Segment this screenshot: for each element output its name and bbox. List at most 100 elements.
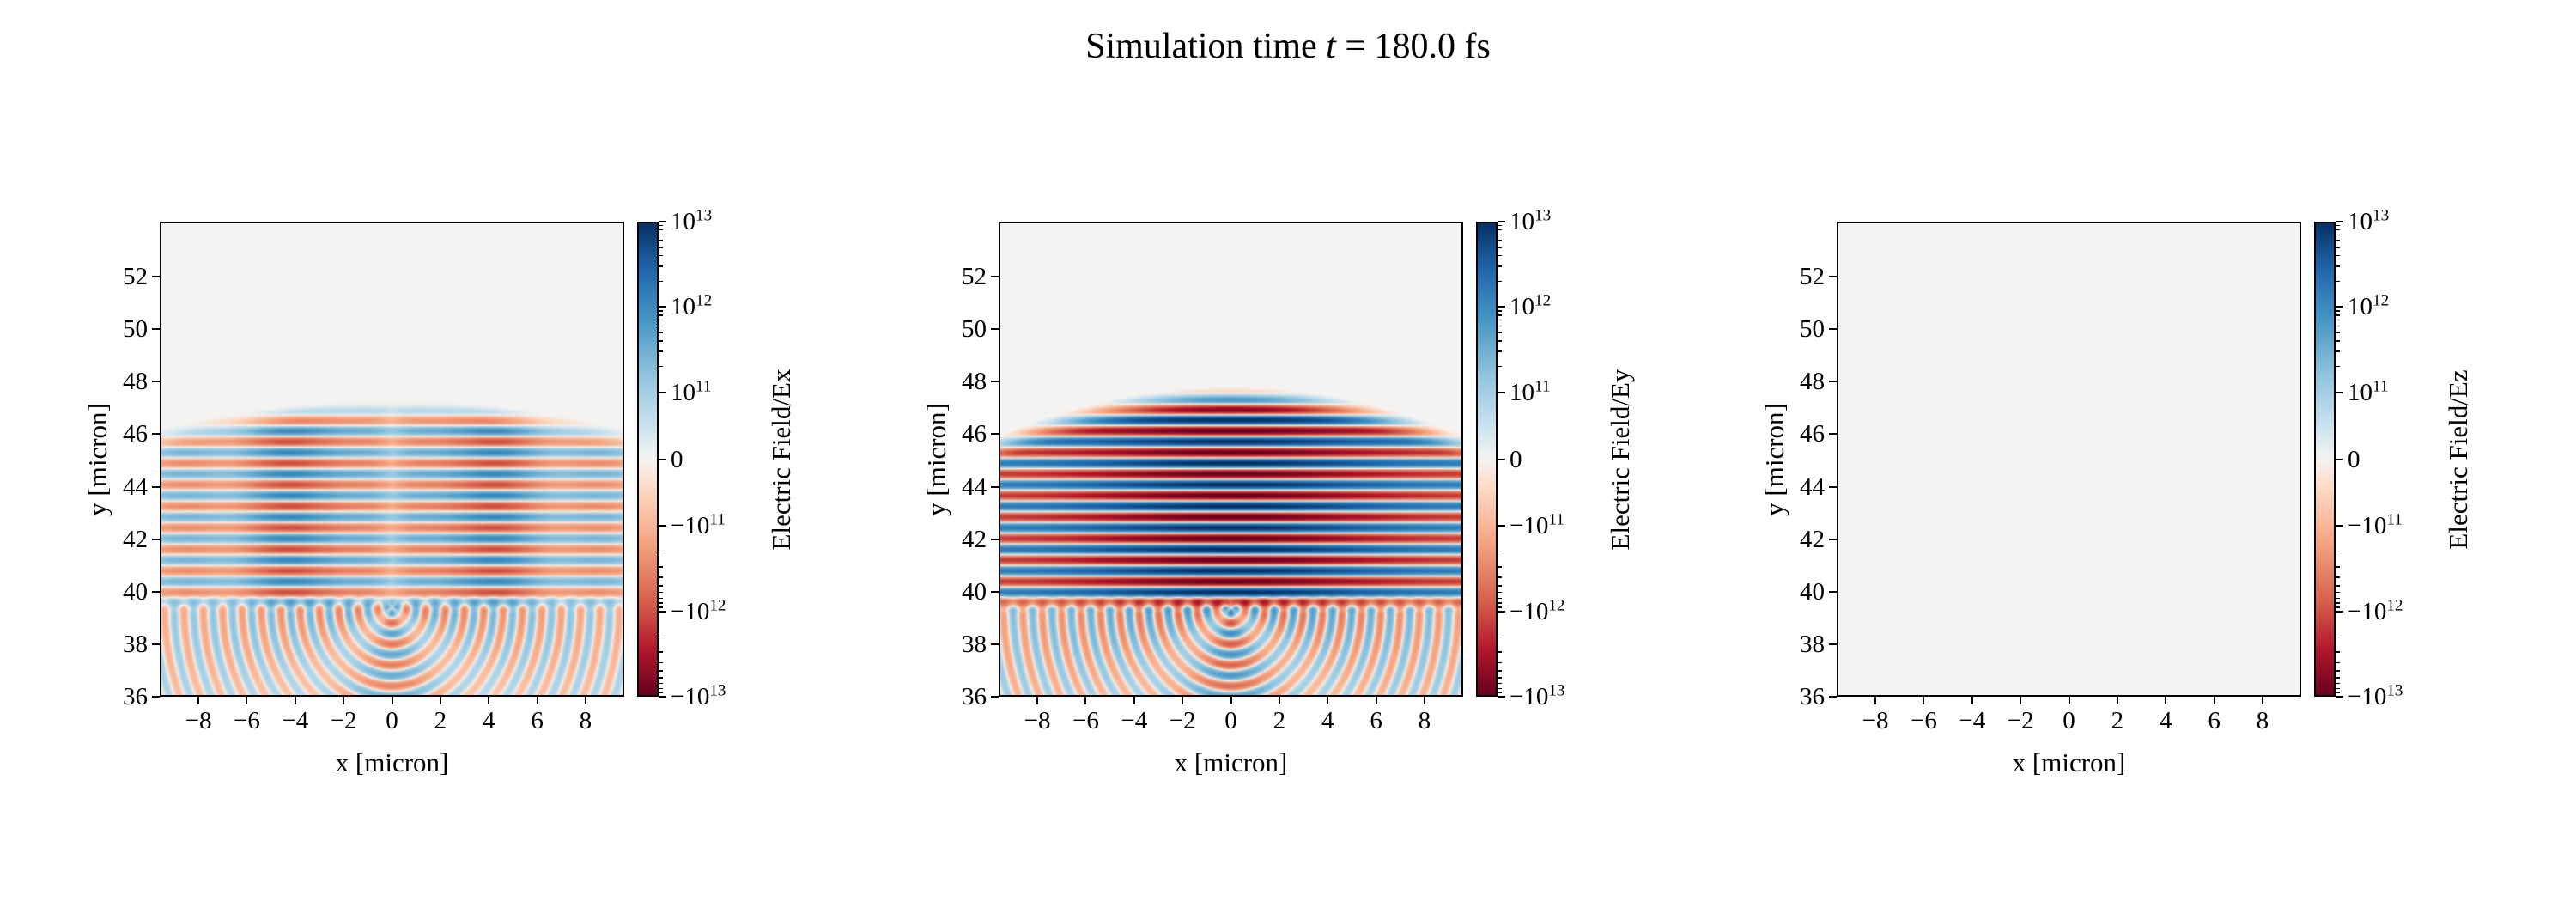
colorbar-minor-tick xyxy=(2336,240,2340,241)
colorbar-minor-tick xyxy=(659,280,663,283)
colorbar-tick xyxy=(659,696,666,698)
x-tick xyxy=(1278,697,1280,704)
colorbar-minor-tick xyxy=(659,661,663,664)
colorbar-minor-tick xyxy=(2336,597,2340,600)
colorbar-minor-tick xyxy=(659,310,663,312)
colorbar-minor-tick xyxy=(659,340,663,342)
colorbar-tick-label: −1013 xyxy=(671,681,726,710)
colorbar-minor-tick xyxy=(2336,602,2340,604)
colorbar-tick-label: 1012 xyxy=(2348,291,2390,321)
y-tick-label: 46 xyxy=(962,420,987,448)
title-variable: t xyxy=(1326,27,1336,66)
y-tick xyxy=(991,538,999,540)
colorbar-minor-tick xyxy=(659,332,663,333)
y-tick-label: 42 xyxy=(962,525,987,553)
colorbar-minor-tick xyxy=(659,597,663,600)
y-tick-label: 46 xyxy=(1800,420,1825,448)
y-tick xyxy=(152,696,160,698)
colorbar-minor-tick xyxy=(2336,682,2340,685)
x-axis-label: x [micron] xyxy=(2012,747,2126,777)
x-tick-label: −8 xyxy=(1024,707,1051,734)
x-tick-label: 8 xyxy=(2256,707,2269,734)
colorbar-minor-tick xyxy=(659,224,663,227)
colorbar-minor-tick xyxy=(2336,224,2340,227)
colorbar-minor-tick xyxy=(659,325,663,327)
x-tick-label: −4 xyxy=(282,707,309,734)
colorbar-tick xyxy=(2336,525,2343,527)
colorbar-minor-tick xyxy=(1498,247,1502,248)
heatmap-ex xyxy=(160,222,624,697)
colorbar-minor-tick xyxy=(1498,224,1502,227)
x-tick-label: 6 xyxy=(1370,707,1382,734)
colorbar-minor-tick xyxy=(659,576,663,578)
colorbar-minor-tick xyxy=(659,265,663,267)
colorbar-tick xyxy=(2336,696,2343,698)
colorbar-tick-label: 1011 xyxy=(2348,376,2389,406)
colorbar-tick-label: 1013 xyxy=(2348,206,2390,235)
y-tick xyxy=(1829,643,1837,645)
colorbar-minor-tick xyxy=(2336,687,2340,690)
colorbar-minor-tick xyxy=(1498,597,1502,600)
x-tick xyxy=(1971,697,1973,704)
colorbar-tick xyxy=(659,458,666,460)
colorbar-minor-tick xyxy=(659,606,663,608)
colorbar-minor-tick xyxy=(1498,636,1502,638)
x-tick xyxy=(1375,697,1377,704)
x-tick xyxy=(1230,697,1232,704)
colorbar-ez xyxy=(2314,222,2336,697)
x-tick xyxy=(343,697,345,704)
x-tick xyxy=(2213,697,2215,704)
colorbar-label: Electric Field/Ey xyxy=(1605,369,1635,550)
x-tick-label: −6 xyxy=(234,707,260,734)
colorbar-minor-tick xyxy=(2336,551,2340,553)
y-tick-label: 36 xyxy=(962,683,987,710)
y-tick xyxy=(991,590,999,593)
colorbar-minor-tick xyxy=(1498,325,1502,327)
panel-ey: x [micron] y [micron] Electric Field/Ey … xyxy=(921,207,1635,777)
y-tick xyxy=(991,328,999,331)
y-tick-label: 44 xyxy=(1800,472,1825,501)
heatmap-ez xyxy=(1837,222,2301,697)
colorbar-minor-tick xyxy=(659,365,663,368)
x-tick xyxy=(1182,697,1184,704)
y-tick-label: 46 xyxy=(123,420,148,448)
colorbar-tick xyxy=(1498,525,1505,527)
colorbar-minor-tick xyxy=(659,651,663,653)
title-prefix: Simulation time xyxy=(1085,27,1327,66)
y-tick xyxy=(1829,276,1837,278)
x-tick xyxy=(1874,697,1877,704)
colorbar-tick xyxy=(2336,458,2343,460)
heatmap-ey xyxy=(999,222,1463,697)
colorbar-minor-tick xyxy=(1498,591,1502,594)
y-tick-label: 40 xyxy=(123,577,148,606)
colorbar-minor-tick xyxy=(659,314,663,316)
x-tick xyxy=(1036,697,1039,704)
x-tick xyxy=(536,697,538,704)
y-tick-label: 52 xyxy=(962,263,987,291)
colorbar-tick xyxy=(659,306,666,308)
colorbar-minor-tick xyxy=(2336,585,2340,587)
colorbar-ex xyxy=(637,222,659,697)
x-tick xyxy=(2261,697,2263,704)
colorbar-tick xyxy=(659,525,666,527)
colorbar-tick xyxy=(1498,458,1505,460)
x-axis-label: x [micron] xyxy=(1174,747,1288,777)
colorbar-tick xyxy=(659,221,666,222)
x-tick-label: −2 xyxy=(2007,707,2034,734)
x-tick-label: 4 xyxy=(1321,707,1334,734)
x-tick xyxy=(2020,697,2022,704)
colorbar-minor-tick xyxy=(659,247,663,248)
y-tick xyxy=(152,433,160,436)
panel-ez: x [micron] y [micron] Electric Field/Ez … xyxy=(1759,207,2473,777)
y-tick xyxy=(991,276,999,278)
x-tick xyxy=(1423,697,1425,704)
colorbar-minor-tick xyxy=(659,602,663,604)
y-tick-label: 52 xyxy=(123,263,148,291)
y-tick xyxy=(1829,485,1837,488)
colorbar-minor-tick xyxy=(2336,566,2340,568)
y-tick xyxy=(1829,696,1837,698)
colorbar-tick xyxy=(659,391,666,393)
colorbar-tick xyxy=(2336,306,2343,308)
colorbar-minor-tick xyxy=(2336,591,2340,594)
x-tick xyxy=(391,697,393,704)
